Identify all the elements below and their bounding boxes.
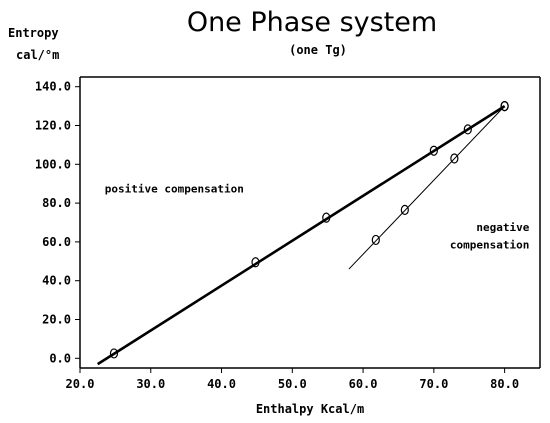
annotation-label: positive compensation xyxy=(105,182,244,195)
series-1-point xyxy=(463,124,472,135)
x-tick-label: 70.0 xyxy=(419,377,448,391)
series-2-line xyxy=(348,105,505,270)
series-1-point xyxy=(251,257,260,268)
series-1-point xyxy=(109,348,119,359)
series-2-point xyxy=(400,204,409,215)
y-tick-label: 140.0 xyxy=(35,80,71,94)
y-axis-label-line1: Entropy xyxy=(8,26,59,40)
series-1-point xyxy=(429,145,438,156)
y-tick-label: 100.0 xyxy=(35,157,71,171)
x-tick-label: 60.0 xyxy=(349,377,378,391)
y-axis-label-line2: cal/°m xyxy=(16,48,59,62)
x-axis-label: Enthalpy Kcal/m xyxy=(256,402,364,416)
y-tick-label: 60.0 xyxy=(42,235,71,249)
x-tick-label: 80.0 xyxy=(490,377,519,391)
y-tick-label: 0.0 xyxy=(49,351,71,365)
chart-title: One Phase system xyxy=(187,7,437,38)
annotation-label: negative xyxy=(476,221,529,234)
x-tick-label: 40.0 xyxy=(207,377,236,391)
x-tick-label: 20.0 xyxy=(66,377,95,391)
plot-area: 0.0 20.0 40.0 60.0 80.0 100.0 120.0 140.0 20.0 30… xyxy=(35,76,541,391)
y-tick-label: 40.0 xyxy=(42,274,71,288)
series-2-point xyxy=(500,100,509,112)
chart-subtitle: (one Tg) xyxy=(289,43,347,57)
series-1-point xyxy=(322,212,331,223)
series-1-line xyxy=(96,105,506,366)
series-2-point xyxy=(371,234,380,246)
y-tick-label: 120.0 xyxy=(35,119,71,133)
x-tick-label: 50.0 xyxy=(278,377,307,391)
y-tick-label: 20.0 xyxy=(42,313,71,327)
y-tick-label: 80.0 xyxy=(42,196,71,210)
series-2-point xyxy=(450,153,459,164)
x-tick-label: 30.0 xyxy=(136,377,165,391)
annotation-label: compensation xyxy=(450,239,529,252)
